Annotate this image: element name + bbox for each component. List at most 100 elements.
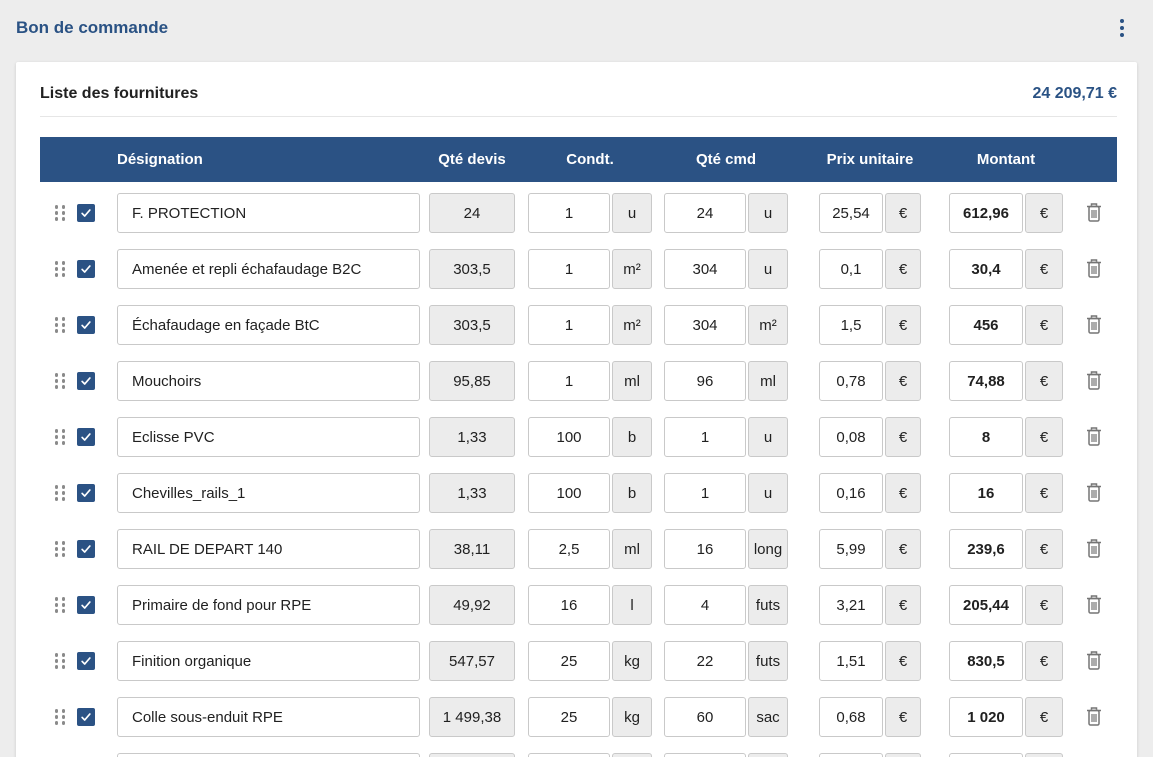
qte-cmd-input[interactable] <box>664 417 746 457</box>
qte-cmd-input[interactable] <box>664 305 746 345</box>
montant-input[interactable] <box>949 193 1023 233</box>
qte-cmd-input[interactable] <box>664 529 746 569</box>
drag-handle-icon[interactable] <box>52 484 68 502</box>
montant-group: € <box>949 641 1063 681</box>
montant-input[interactable] <box>949 305 1023 345</box>
montant-input[interactable] <box>949 361 1023 401</box>
qte-cmd-unit-label: u <box>748 473 788 513</box>
row-checkbox[interactable] <box>77 260 95 278</box>
row-checkbox[interactable] <box>77 484 95 502</box>
montant-input[interactable] <box>949 697 1023 737</box>
montant-input[interactable] <box>949 473 1023 513</box>
prix-unitaire-input[interactable] <box>819 529 883 569</box>
condt-input[interactable] <box>528 417 610 457</box>
qte-cmd-input[interactable] <box>664 193 746 233</box>
row-checkbox[interactable] <box>77 372 95 390</box>
prix-unitaire-input[interactable] <box>819 249 883 289</box>
qte-cmd-input[interactable] <box>664 585 746 625</box>
prix-unitaire-input[interactable] <box>819 361 883 401</box>
condt-input[interactable] <box>528 641 610 681</box>
qte-cmd-input[interactable] <box>664 361 746 401</box>
condt-input[interactable] <box>528 193 610 233</box>
drag-handle-icon[interactable] <box>52 316 68 334</box>
currency-label: € <box>1025 417 1063 457</box>
condt-input[interactable] <box>528 249 610 289</box>
drag-handle-icon[interactable] <box>52 372 68 390</box>
condt-input[interactable] <box>528 473 610 513</box>
trash-icon[interactable] <box>1083 425 1105 449</box>
condt-unit-label: kg <box>612 697 652 737</box>
prix-unitaire-input[interactable] <box>819 417 883 457</box>
prix-unitaire-input[interactable] <box>819 585 883 625</box>
condt-input[interactable] <box>528 529 610 569</box>
table-row: b u € € <box>40 473 1117 513</box>
montant-input[interactable] <box>949 529 1023 569</box>
supplies-card: Liste des fournitures 24 209,71 € Désign… <box>16 62 1137 757</box>
qte-cmd-input[interactable] <box>664 697 746 737</box>
montant-input[interactable] <box>949 753 1023 757</box>
designation-input[interactable] <box>117 641 420 681</box>
trash-icon[interactable] <box>1083 257 1105 281</box>
drag-handle-icon[interactable] <box>52 428 68 446</box>
designation-input[interactable] <box>117 753 420 757</box>
prix-unitaire-input[interactable] <box>819 193 883 233</box>
condt-input[interactable] <box>528 697 610 737</box>
designation-input[interactable] <box>117 417 420 457</box>
trash-icon[interactable] <box>1083 649 1105 673</box>
trash-icon[interactable] <box>1083 537 1105 561</box>
montant-input[interactable] <box>949 249 1023 289</box>
trash-icon[interactable] <box>1083 593 1105 617</box>
drag-handle-icon[interactable] <box>52 260 68 278</box>
drag-handle-icon[interactable] <box>52 652 68 670</box>
montant-input[interactable] <box>949 641 1023 681</box>
designation-input[interactable] <box>117 361 420 401</box>
designation-input[interactable] <box>117 473 420 513</box>
row-checkbox[interactable] <box>77 596 95 614</box>
designation-input[interactable] <box>117 193 420 233</box>
trash-icon[interactable] <box>1083 481 1105 505</box>
designation-input[interactable] <box>117 697 420 737</box>
condt-input[interactable] <box>528 361 610 401</box>
condt-input[interactable] <box>528 305 610 345</box>
currency-label <box>885 753 921 757</box>
total-amount: 24 209,71 € <box>1032 85 1117 102</box>
condt-input[interactable] <box>528 753 610 757</box>
row-checkbox[interactable] <box>77 204 95 222</box>
prix-unitaire-input[interactable] <box>819 473 883 513</box>
qte-cmd-group: u <box>664 249 788 289</box>
table-row: kg futs € € <box>40 641 1117 681</box>
qte-devis-field <box>429 473 515 513</box>
prix-unitaire-input[interactable] <box>819 753 883 757</box>
drag-handle-icon[interactable] <box>52 596 68 614</box>
row-checkbox[interactable] <box>77 708 95 726</box>
designation-input[interactable] <box>117 529 420 569</box>
drag-handle-icon[interactable] <box>52 540 68 558</box>
prix-unitaire-input[interactable] <box>819 305 883 345</box>
row-checkbox[interactable] <box>77 540 95 558</box>
montant-input[interactable] <box>949 417 1023 457</box>
trash-icon[interactable] <box>1083 369 1105 393</box>
qte-cmd-input[interactable] <box>664 641 746 681</box>
qte-cmd-input[interactable] <box>664 753 746 757</box>
trash-icon[interactable] <box>1083 705 1105 729</box>
qte-cmd-group: ml <box>664 361 788 401</box>
row-checkbox[interactable] <box>77 428 95 446</box>
row-checkbox[interactable] <box>77 316 95 334</box>
trash-icon[interactable] <box>1083 313 1105 337</box>
designation-input[interactable] <box>117 585 420 625</box>
condt-input[interactable] <box>528 585 610 625</box>
qte-cmd-input[interactable] <box>664 249 746 289</box>
prix-unitaire-input[interactable] <box>819 641 883 681</box>
row-checkbox[interactable] <box>77 652 95 670</box>
qte-cmd-input[interactable] <box>664 473 746 513</box>
prix-unitaire-input[interactable] <box>819 697 883 737</box>
designation-input[interactable] <box>117 249 420 289</box>
kebab-menu-icon[interactable] <box>1113 16 1131 40</box>
montant-input[interactable] <box>949 585 1023 625</box>
drag-handle-icon[interactable] <box>52 708 68 726</box>
trash-icon[interactable] <box>1083 201 1105 225</box>
prix-unitaire-group: € <box>819 417 921 457</box>
designation-input[interactable] <box>117 305 420 345</box>
drag-handle-icon[interactable] <box>52 204 68 222</box>
montant-group: € <box>949 305 1063 345</box>
